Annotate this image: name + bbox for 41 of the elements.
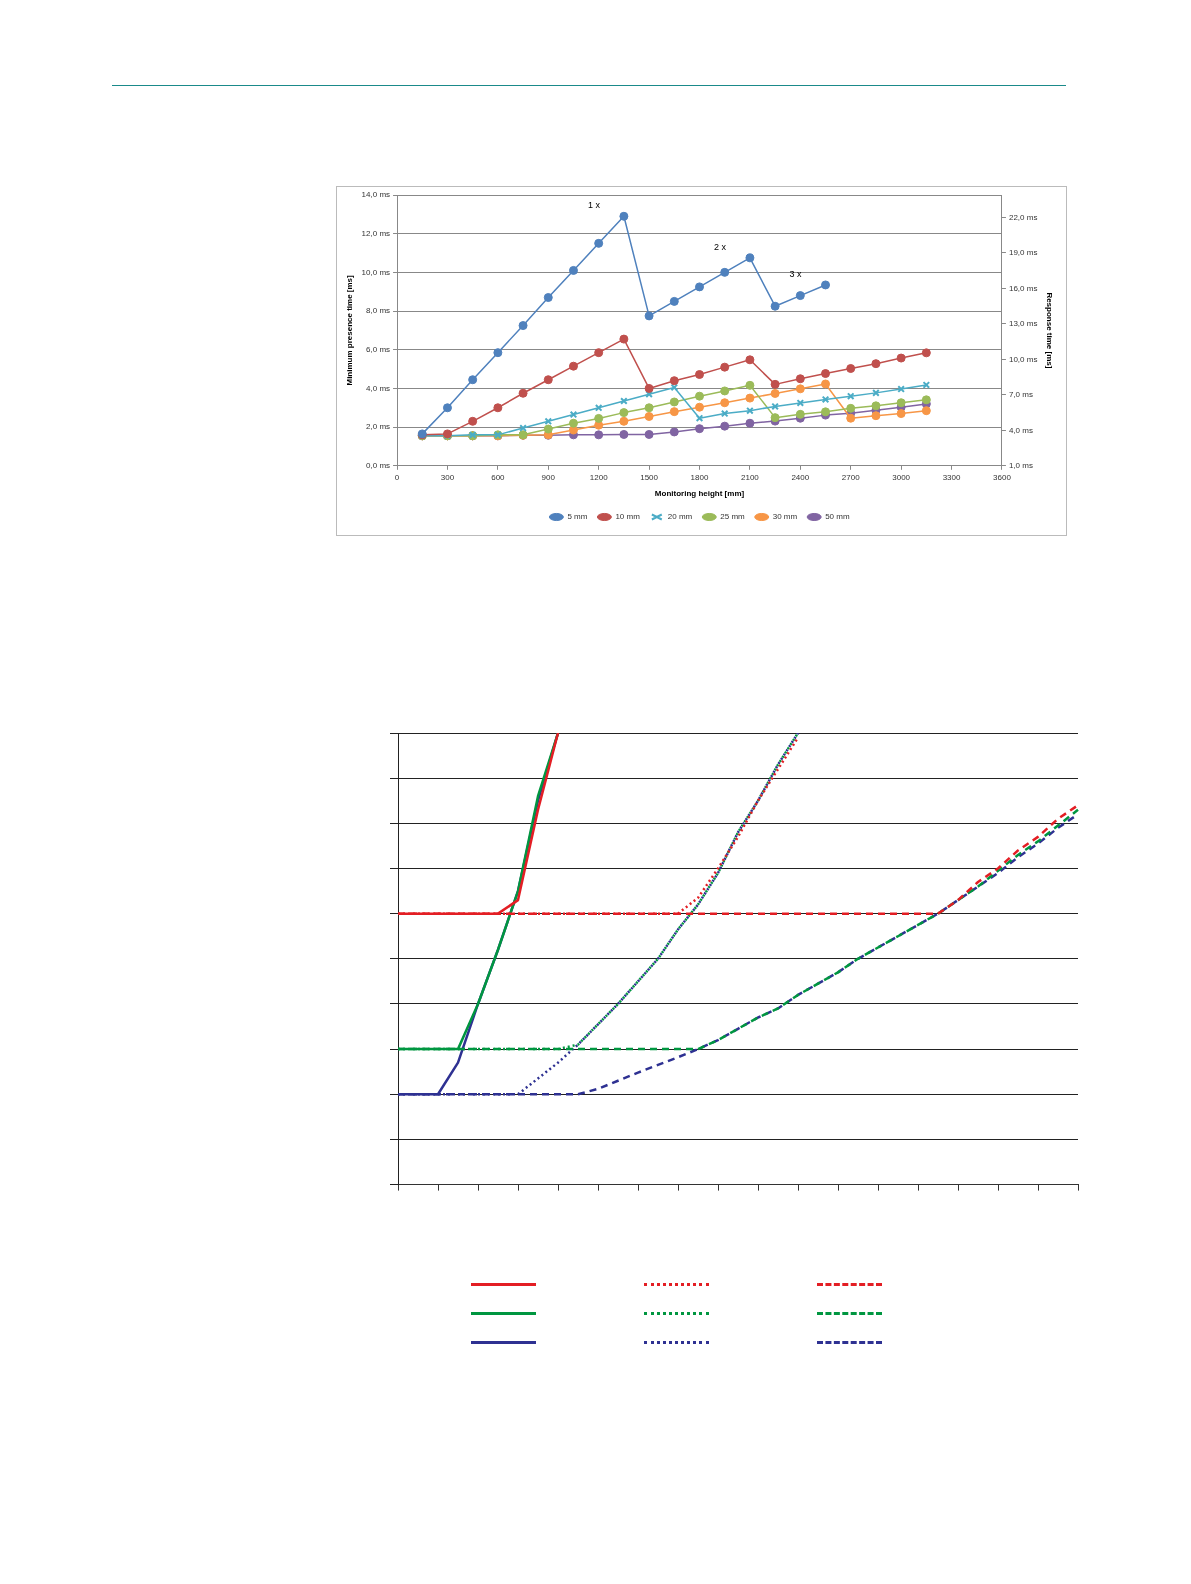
x-tick-label: 0 [394, 472, 400, 482]
y-tick-label: 2,0 ms [366, 422, 391, 432]
x-tick-label: 600 [491, 472, 506, 482]
x-tick-label: 1500 [640, 472, 659, 482]
x-axis-title: Monitoring height [mm] [654, 489, 745, 499]
y2-tick-label: 16,0 ms [1008, 283, 1038, 293]
y-axis-title: Minimum presence time [ms] [345, 274, 354, 386]
legend-label: 5 mm [567, 512, 588, 522]
x-tick-label: 3300 [942, 472, 961, 482]
y2-tick-label: 7,0 ms [1008, 390, 1033, 400]
y-tick-label: 14,0 ms [361, 190, 391, 200]
annotation: 1 x [587, 200, 601, 211]
y-tick-label: 10,0 ms [361, 267, 391, 277]
x-tick-label: 300 [440, 472, 455, 482]
x-tick-label: 1200 [589, 472, 609, 482]
y2-tick-label: 1,0 ms [1008, 461, 1033, 470]
x-tick-label: 2700 [841, 472, 861, 482]
y2-tick-label: 22,0 ms [1008, 212, 1038, 222]
y-tick-label: 0,0 ms [366, 461, 391, 470]
x-tick-label: 900 [541, 472, 556, 482]
y-tick-label: 4,0 ms [366, 383, 391, 393]
y2-tick-label: 4,0 ms [1008, 425, 1033, 435]
legend-label: 50 mm [825, 512, 850, 522]
x-tick-label: 2400 [791, 472, 810, 482]
x-tick-label: 3600 [993, 472, 1012, 482]
y-tick-label: 12,0 ms [361, 228, 391, 238]
x-tick-label: 1800 [690, 472, 709, 482]
y-tick-label: 8,0 ms [366, 306, 391, 316]
legend-label: 20 mm [667, 512, 693, 522]
x-tick-label: 3000 [892, 472, 911, 482]
legend-label: 10 mm [615, 512, 641, 522]
y2-tick-label: 13,0 ms [1008, 319, 1038, 329]
annotation: 3 x [789, 268, 803, 279]
annotation: 2 x [713, 241, 727, 252]
x-tick-label: 2100 [741, 472, 760, 482]
y-tick-label: 6,0 ms [366, 344, 391, 354]
legend-label: 25 mm [720, 512, 746, 522]
y2-axis-title: Response time [ms] [1045, 292, 1054, 369]
y2-tick-label: 19,0 ms [1008, 248, 1038, 258]
legend-label: 30 mm [772, 512, 798, 522]
y2-tick-label: 10,0 ms [1008, 354, 1038, 364]
